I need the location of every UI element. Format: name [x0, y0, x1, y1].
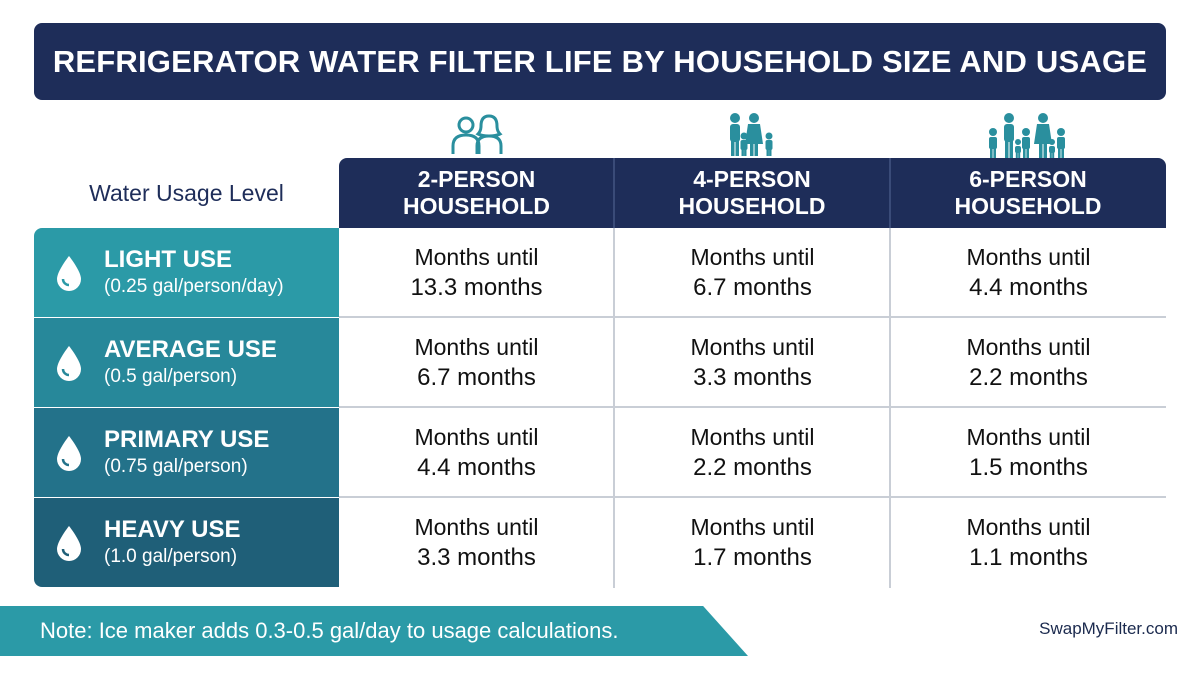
cell-caption: Months until: [414, 423, 539, 450]
note-text: Note: Ice maker adds 0.3-0.5 gal/day to …: [40, 618, 619, 643]
table-cell: Months until 13.3 months: [339, 228, 614, 317]
table-cell: Months until 1.1 months: [891, 498, 1166, 587]
brand-label: SwapMyFilter.com: [1039, 619, 1178, 638]
note-banner: Note: Ice maker adds 0.3-0.5 gal/day to …: [0, 606, 748, 656]
column-header-line2: HOUSEHOLD: [403, 193, 550, 219]
row-label-subtitle: (0.75 gal/person): [104, 455, 248, 477]
column-header-line2: HOUSEHOLD: [954, 193, 1102, 219]
cell-caption: Months until: [690, 333, 815, 360]
column-divider: [613, 228, 615, 588]
table-cell: Months until 6.7 months: [339, 318, 614, 407]
water-drop-icon: [34, 254, 104, 292]
cell-caption: Months until: [690, 243, 815, 270]
header-divider: [613, 158, 615, 228]
water-drop-icon: [34, 524, 104, 562]
column-divider: [889, 228, 891, 588]
column-header-line2: HOUSEHOLD: [678, 193, 826, 219]
cell-value: 13.3 months: [410, 273, 543, 301]
table-cell: Months until 2.2 months: [891, 318, 1166, 407]
cell-value: 2.2 months: [693, 453, 812, 481]
cell-caption: Months until: [966, 513, 1091, 540]
row-label-title: PRIMARY USE: [104, 425, 270, 453]
chart-title: REFRIGERATOR WATER FILTER LIFE BY HOUSEH…: [52, 43, 1148, 79]
row-header-label: Water Usage Level: [89, 180, 284, 206]
row-label-average-use: AVERAGE USE (0.5 gal/person): [34, 318, 339, 407]
row-label-title: LIGHT USE: [104, 245, 233, 273]
table-cell: Months until 2.2 months: [615, 408, 890, 497]
column-header-2-person: 2-PERSON HOUSEHOLD: [339, 158, 614, 228]
table-cell: Months until 4.4 months: [891, 228, 1166, 317]
cell-caption: Months until: [966, 423, 1091, 450]
table-cell: Months until 4.4 months: [339, 408, 614, 497]
cell-caption: Months until: [414, 243, 539, 270]
cell-value: 2.2 months: [969, 363, 1088, 391]
water-drop-icon: [34, 434, 104, 472]
row-label-subtitle: (0.5 gal/person): [104, 365, 238, 387]
column-header-line1: 4-PERSON: [693, 166, 811, 192]
cell-value: 6.7 months: [693, 273, 812, 301]
two-people-icon: [449, 112, 505, 158]
row-label-primary-use: PRIMARY USE (0.75 gal/person): [34, 408, 339, 497]
table-cell: Months until 3.3 months: [339, 498, 614, 587]
row-divider: [339, 316, 1166, 318]
row-label-title: HEAVY USE: [104, 515, 241, 543]
cell-caption: Months until: [690, 423, 815, 450]
column-header-4-person: 4-PERSON HOUSEHOLD: [614, 158, 890, 228]
table-cell: Months until 1.7 months: [615, 498, 890, 587]
column-header-line1: 2-PERSON: [417, 166, 536, 192]
row-label-subtitle: (1.0 gal/person): [104, 545, 238, 567]
chart-title-bar: REFRIGERATOR WATER FILTER LIFE BY HOUSEH…: [34, 23, 1166, 100]
cell-value: 1.7 months: [693, 543, 812, 571]
table-cell: Months until 1.5 months: [891, 408, 1166, 497]
table-cell: Months until 3.3 months: [615, 318, 890, 407]
water-drop-icon: [34, 344, 104, 382]
cell-value: 3.3 months: [417, 543, 536, 571]
column-header-6-person: 6-PERSON HOUSEHOLD: [890, 158, 1166, 228]
cell-caption: Months until: [966, 333, 1091, 360]
row-label-heavy-use: HEAVY USE (1.0 gal/person): [34, 498, 339, 587]
cell-caption: Months until: [966, 243, 1091, 270]
cell-value: 6.7 months: [417, 363, 536, 391]
column-header-line1: 6-PERSON: [969, 166, 1087, 192]
cell-value: 4.4 months: [969, 273, 1088, 301]
table-cell: Months until 6.7 months: [615, 228, 890, 317]
row-label-light-use: LIGHT USE (0.25 gal/person/day): [34, 228, 339, 317]
row-label-subtitle: (0.25 gal/person/day): [104, 275, 284, 297]
cell-caption: Months until: [414, 333, 539, 360]
row-label-title: AVERAGE USE: [104, 335, 277, 363]
row-divider: [339, 496, 1166, 498]
row-divider: [339, 406, 1166, 408]
header-divider: [889, 158, 891, 228]
cell-value: 3.3 months: [693, 363, 812, 391]
cell-caption: Months until: [690, 513, 815, 540]
cell-caption: Months until: [414, 513, 539, 540]
cell-value: 1.5 months: [969, 453, 1088, 481]
cell-value: 1.1 months: [969, 543, 1088, 571]
family-of-four-icon: [722, 112, 782, 158]
cell-value: 4.4 months: [417, 453, 536, 481]
family-of-six-icon: [985, 112, 1069, 158]
